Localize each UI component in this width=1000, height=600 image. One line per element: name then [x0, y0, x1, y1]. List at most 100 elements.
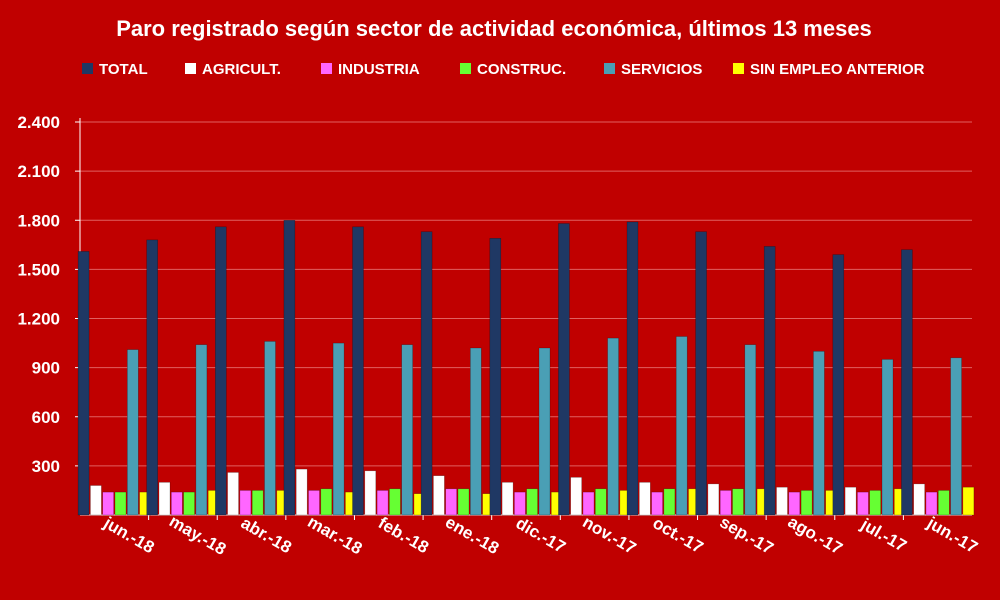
bar-5-12 [962, 486, 975, 516]
bar-4-12 [950, 357, 962, 516]
bar-4-2 [264, 341, 276, 516]
bar-2-6 [514, 491, 526, 516]
bar-1-8 [638, 481, 651, 516]
y-tick-label: 300 [32, 457, 60, 476]
legend-swatch [733, 63, 744, 74]
bar-1-6 [501, 481, 514, 516]
y-tick-label: 1.800 [17, 211, 60, 230]
legend-swatch [321, 63, 332, 74]
bar-1-0 [90, 485, 102, 516]
bar-0-1 [146, 239, 158, 516]
plot-area: 300 600 900 1.200 1.500 1.800 2.100 2.400 jun.-1… [17, 113, 980, 559]
legend: TOTAL AGRICULT. INDUSTRIA CONSTRUC. SERVICIO… [82, 61, 925, 78]
bar-2-11 [857, 491, 869, 516]
bar-2-3 [308, 490, 320, 516]
y-tick-label: 2.400 [17, 113, 60, 132]
bar-4-5 [469, 347, 482, 516]
legend-item-4: SERVICIOS [604, 61, 702, 78]
bar-2-12 [925, 491, 938, 516]
bar-0-0 [77, 251, 90, 516]
bar-0-12 [901, 249, 913, 516]
x-tick-label: jun.-17 [923, 513, 981, 557]
x-tick-label: jul.-17 [857, 514, 910, 556]
bar-3-11 [869, 490, 882, 516]
bar-3-3 [320, 488, 333, 516]
bar-2-1 [171, 491, 183, 516]
bar-2-7 [582, 491, 595, 516]
legend-label: AGRICULT. [202, 61, 281, 78]
bar-4-11 [881, 359, 894, 516]
bar-0-11 [832, 254, 845, 516]
bar-0-5 [420, 231, 433, 516]
x-tick-label: ago.-17 [785, 512, 846, 558]
bar-0-10 [763, 246, 776, 516]
bar-1-12 [913, 483, 926, 516]
legend-swatch [460, 63, 471, 74]
bar-4-7 [607, 337, 619, 516]
bar-2-5 [445, 488, 458, 516]
legend-item-1: AGRICULT. [185, 61, 281, 78]
legend-label: SERVICIOS [621, 61, 702, 78]
bar-1-7 [570, 476, 583, 516]
bar-1-2 [227, 472, 239, 516]
legend-label: INDUSTRIA [338, 61, 420, 78]
legend-label: CONSTRUC. [477, 61, 566, 78]
x-tick-label: nov.-17 [579, 512, 639, 558]
bar-1-4 [364, 470, 377, 516]
bar-0-2 [215, 226, 227, 516]
bar-4-4 [401, 344, 414, 516]
bar-3-6 [526, 488, 538, 516]
bar-3-10 [800, 490, 813, 516]
bar-4-0 [127, 349, 139, 516]
bar-4-6 [538, 347, 551, 516]
bar-3-7 [594, 488, 607, 516]
bar-4-8 [675, 336, 688, 516]
y-tick-label: 1.500 [17, 260, 60, 279]
bar-2-4 [376, 490, 389, 516]
legend-item-0: TOTAL [82, 61, 148, 78]
x-tick-label: ene.-18 [442, 512, 502, 558]
bar-1-11 [844, 486, 857, 516]
y-tick-label: 900 [32, 359, 60, 378]
bar-2-0 [102, 491, 114, 516]
y-tick-label: 2.100 [17, 162, 60, 181]
legend-swatch [185, 63, 196, 74]
bar-0-3 [283, 220, 296, 516]
legend-swatch [604, 63, 615, 74]
x-tick-label: mar.-18 [304, 512, 365, 558]
y-tick-label: 1.200 [17, 310, 60, 329]
bar-2-8 [651, 491, 663, 516]
x-tick-label: may.-18 [166, 511, 229, 558]
legend-label: SIN EMPLEO ANTERIOR [750, 61, 925, 78]
legend-item-2: INDUSTRIA [321, 61, 420, 78]
bar-4-1 [195, 344, 208, 516]
bar-1-1 [158, 481, 171, 516]
legend-swatch [82, 63, 93, 74]
bar-3-5 [457, 488, 470, 516]
bar-2-2 [239, 490, 252, 516]
bar-3-0 [114, 491, 127, 516]
bar-4-9 [744, 344, 757, 516]
x-tick-label: sep.-17 [716, 512, 776, 558]
bar-3-1 [183, 491, 195, 516]
bar-4-3 [332, 342, 345, 516]
bar-3-8 [663, 488, 676, 516]
bar-1-3 [295, 468, 308, 516]
bar-0-9 [695, 231, 707, 516]
legend-item-5: SIN EMPLEO ANTERIOR [733, 61, 925, 78]
bar-1-10 [776, 486, 788, 516]
bar-4-10 [813, 350, 825, 516]
legend-label: TOTAL [99, 61, 148, 78]
bar-0-8 [626, 221, 639, 516]
y-tick-label: 600 [32, 408, 60, 427]
bar-0-6 [489, 238, 502, 516]
legend-item-3: CONSTRUC. [460, 61, 566, 78]
bar-2-9 [719, 490, 732, 516]
bar-3-12 [937, 490, 950, 516]
bar-0-4 [352, 226, 364, 516]
bar-3-9 [732, 488, 744, 516]
bar-1-5 [433, 475, 445, 516]
x-tick-label: dic.-17 [513, 514, 569, 557]
